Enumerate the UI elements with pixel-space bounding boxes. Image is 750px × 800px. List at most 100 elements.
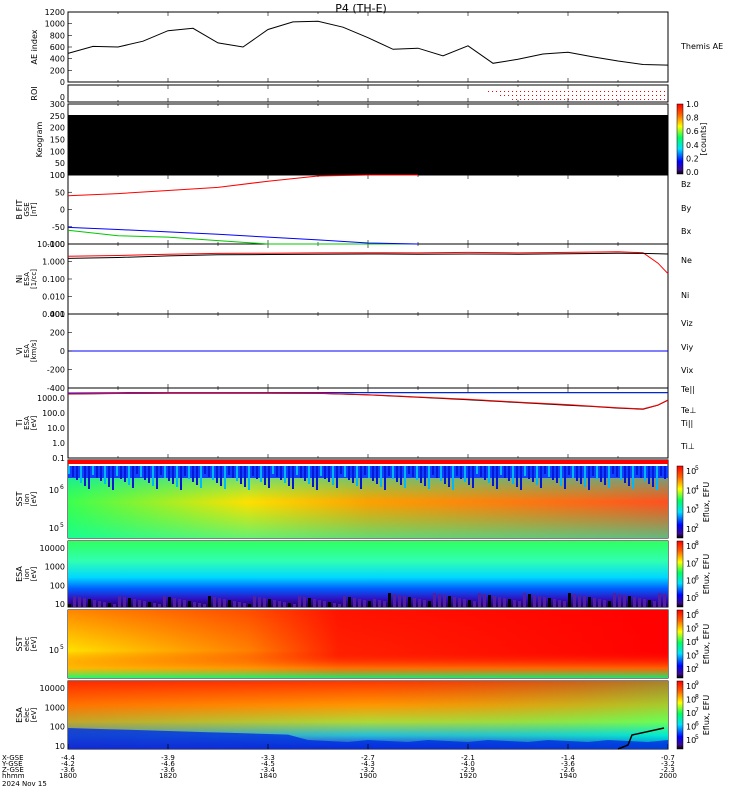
roi-dot — [536, 99, 537, 100]
y-tick-label: 0 — [60, 78, 65, 87]
roi-dot — [636, 91, 637, 92]
roi-dot — [648, 99, 649, 100]
footer-zgse: -2.9 — [461, 766, 475, 774]
roi-dot — [664, 99, 665, 100]
sst-ion-stripe — [340, 466, 342, 474]
esa-ion-noise — [463, 599, 466, 607]
sst-ion-stripe — [168, 466, 170, 481]
roi-dot — [560, 91, 561, 92]
roi-dot — [608, 99, 609, 100]
roi-dot — [648, 95, 649, 96]
roi-dot — [500, 91, 501, 92]
sst-ion-stripe — [632, 466, 634, 489]
roi-dot — [520, 95, 521, 96]
esa-ion-noise — [223, 599, 226, 607]
y-tick-label: 100 — [50, 581, 65, 590]
roi-dot — [608, 95, 609, 96]
sst-ion-stripe — [308, 466, 310, 484]
esa-ion-noise — [523, 593, 526, 607]
sst-ion-colorbar — [676, 465, 684, 539]
sst-ion-stripe — [620, 466, 622, 480]
esa-ion-noise — [343, 596, 346, 607]
y-axis-title: [eV] — [30, 707, 38, 722]
roi-dot — [520, 99, 521, 100]
esa-ion-noise — [283, 602, 286, 607]
footer-xgse: -4.4 — [61, 754, 75, 762]
roi-dot — [620, 95, 621, 96]
roi-dot — [576, 95, 577, 96]
y-axis-title: [eV] — [30, 491, 38, 506]
esa-ion-noise — [363, 600, 366, 607]
sst-ion-stripe — [264, 466, 266, 485]
sst-ion-stripe — [160, 466, 162, 475]
sst-ion-stripe — [364, 466, 366, 475]
colorbar-tick-exponent: 7 — [695, 557, 699, 564]
y-tick-label: 100.0 — [42, 409, 65, 418]
sst-ion-stripe — [224, 466, 226, 489]
roi-dot — [612, 95, 613, 96]
esa-ion-noise — [598, 599, 601, 607]
footer-ygse: -3.6 — [561, 760, 575, 768]
esa-ion-noise — [478, 593, 481, 607]
esa-ion-noise — [368, 601, 371, 607]
esa-ion-noise — [328, 602, 331, 607]
sst-ion-stripe — [212, 466, 214, 480]
footer-time: 1840 — [259, 772, 277, 780]
roi-dot — [592, 99, 593, 100]
roi-dot — [580, 99, 581, 100]
esa-ion-noise — [248, 604, 251, 607]
roi-dot — [644, 99, 645, 100]
sst-ion-stripe — [268, 466, 270, 488]
roi-dot — [548, 99, 549, 100]
y-axis-title: Vi — [15, 347, 24, 355]
roi-dot — [604, 91, 605, 92]
esa-ion-noise — [498, 597, 501, 607]
y-axis-title: [eV] — [30, 566, 38, 581]
y-tick-label: 1200 — [45, 8, 65, 17]
esa-ion-noise — [258, 597, 261, 607]
sst-ion-stripe — [208, 466, 210, 477]
roi-dot — [556, 99, 557, 100]
roi-dot — [540, 95, 541, 96]
roi-dot — [580, 95, 581, 96]
legends: Themis AE Bz By Bx Ne Ni Viz Viy Vix Te|| Te⊥ Ti|| T… — [680, 42, 723, 451]
sst-ion-stripe — [240, 466, 242, 484]
esa-ion-noise — [453, 597, 456, 607]
footer-ygse: -4.3 — [361, 760, 375, 768]
sst-ion-stripe — [488, 466, 490, 483]
esa-ion-noise — [548, 598, 551, 607]
esa-ion-noise — [163, 596, 166, 607]
sst-ion-stripe — [412, 466, 414, 477]
footer-zgse: -3.2 — [361, 766, 375, 774]
esa-ion-noise — [533, 595, 536, 607]
footer-xgse: -2.1 — [461, 754, 475, 762]
esa-ion-noise — [228, 600, 231, 607]
colorbar-tick-label: 10 — [686, 696, 696, 705]
legend-label: Themis AE — [680, 42, 723, 51]
roi-dot — [544, 99, 545, 100]
colorbar-tick-label: 10 — [686, 486, 696, 495]
sst-ion-stripe — [232, 466, 234, 478]
panel-frame-bfield — [67, 174, 669, 245]
esa-ion-noise — [243, 603, 246, 607]
y-axis-title: B FIT — [15, 199, 24, 219]
roi-dot — [564, 95, 565, 96]
roi-dot — [660, 99, 661, 100]
sst-ion-stripe — [652, 466, 654, 487]
y-axis-title: ESA — [15, 566, 24, 582]
esa-ion-noise — [638, 598, 641, 607]
y-tick-label: 0.001 — [42, 310, 65, 319]
colorbar-tick-label: 10 — [686, 611, 696, 620]
roi-dot — [632, 99, 633, 100]
esa-ion-noise — [208, 596, 211, 607]
sst-ion-stripe — [440, 466, 442, 481]
sst-ion-stripe — [332, 466, 334, 485]
esa-ion-noise — [133, 599, 136, 607]
roi-dot — [528, 99, 529, 100]
colorbar-tick-exponent: 8 — [695, 540, 699, 547]
colorbar-tick-exponent: 9 — [695, 680, 699, 687]
roi-dot — [512, 95, 513, 96]
roi-dot — [584, 99, 585, 100]
sst-ion-stripe — [316, 466, 318, 490]
y-tick-label: 1000 — [45, 563, 65, 572]
